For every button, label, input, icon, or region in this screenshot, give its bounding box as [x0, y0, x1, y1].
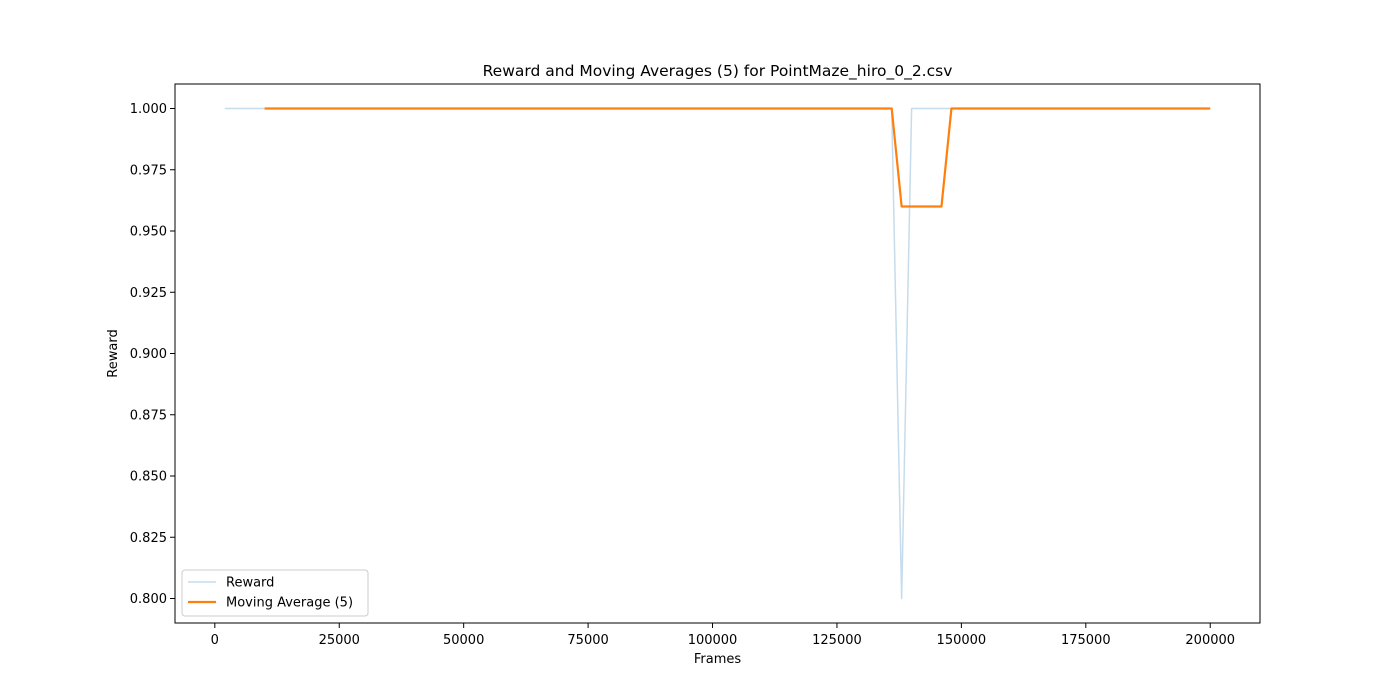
x-axis-ticks: 0 25000 50000 75000 100000 125000 150000 175000… [211, 623, 1235, 648]
y-axis-label: Reward [106, 329, 121, 377]
chart-title: Reward and Moving Averages (5) for Point… [483, 62, 953, 81]
y-tick-label: 1.000 [130, 102, 167, 117]
legend-box [181, 569, 369, 617]
x-axis-label: Frames [694, 652, 742, 667]
series-layer [224, 107, 1211, 600]
x-tick-label: 125000 [812, 633, 862, 648]
x-tick-label: 100000 [688, 633, 738, 648]
legend-label: Reward [226, 576, 274, 591]
axes-frame [174, 83, 1261, 624]
legend: Reward Moving Average (5) [181, 569, 369, 617]
y-tick-label: 0.875 [130, 408, 167, 423]
x-tick-label: 150000 [937, 633, 987, 648]
y-tick-label: 0.900 [130, 347, 167, 362]
y-tick-label: 0.825 [130, 531, 167, 546]
x-tick-label: 175000 [1061, 633, 1111, 648]
legend-label: Moving Average (5) [226, 596, 353, 611]
x-tick-label: 200000 [1185, 633, 1235, 648]
y-tick-label: 0.925 [130, 286, 167, 301]
y-tick-label: 0.850 [130, 470, 167, 485]
y-tick-label: 0.800 [130, 592, 167, 607]
x-tick-label: 0 [211, 633, 219, 648]
y-tick-label: 0.950 [130, 225, 167, 240]
series-line-moving-average [264, 107, 1211, 208]
y-axis-ticks: 0.800 0.825 0.850 0.875 0.900 0.925 0.950 0.975… [130, 102, 175, 607]
x-tick-label: 25000 [319, 633, 360, 648]
y-tick-label: 0.975 [130, 163, 167, 178]
series-line-reward [224, 107, 1211, 600]
x-tick-label: 50000 [443, 633, 484, 648]
x-tick-label: 75000 [567, 633, 608, 648]
